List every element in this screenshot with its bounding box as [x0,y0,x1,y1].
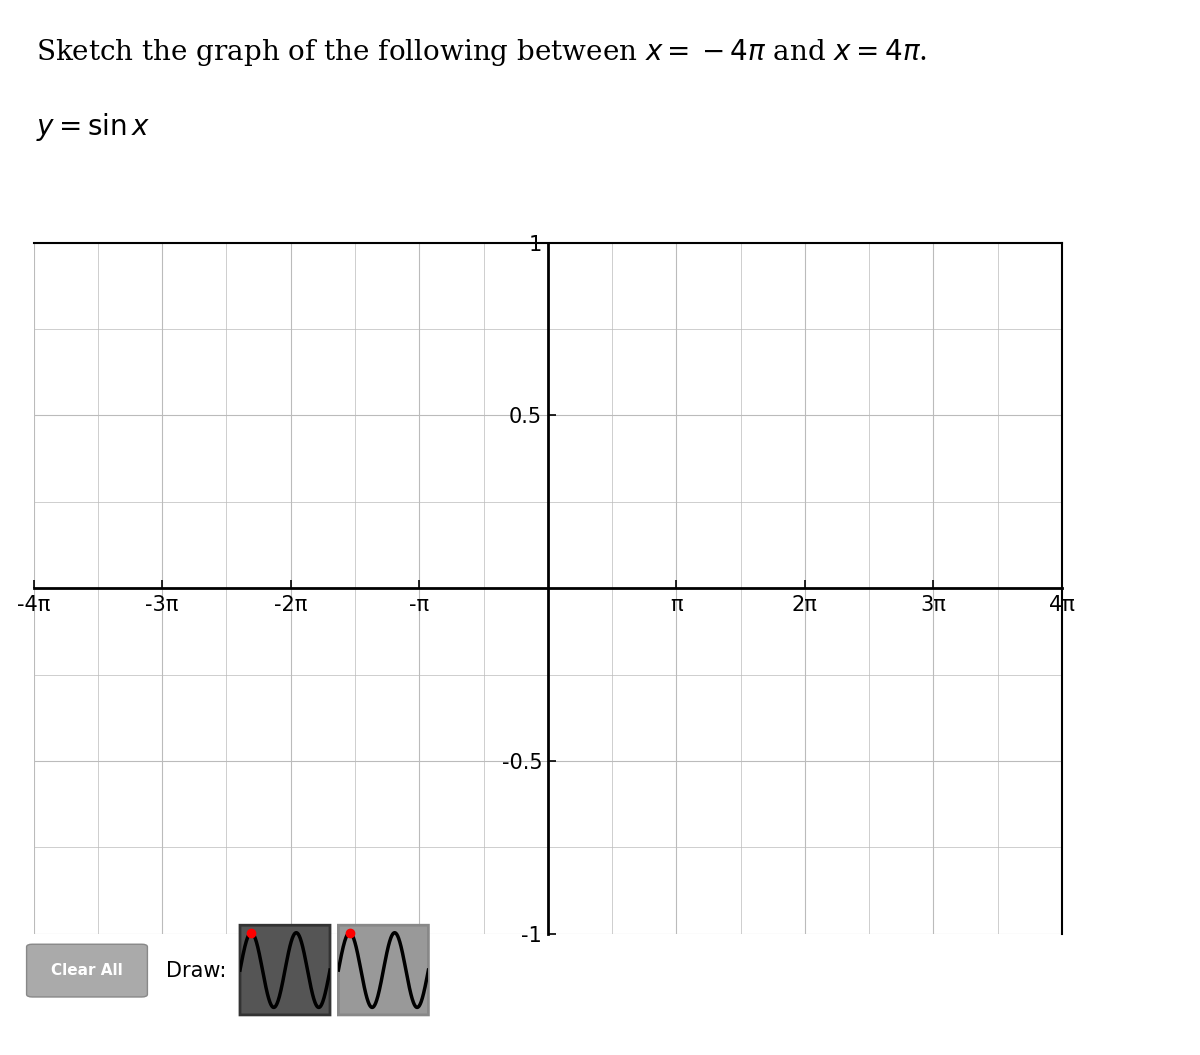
FancyBboxPatch shape [338,925,428,1015]
Text: Draw:: Draw: [166,961,226,980]
Text: Clear All: Clear All [52,963,122,978]
FancyBboxPatch shape [26,944,148,997]
Text: Sketch the graph of the following between $x =  - 4\pi$ and $x = 4\pi$.: Sketch the graph of the following betwee… [36,37,926,68]
Text: $y = \sin x$: $y = \sin x$ [36,111,150,142]
FancyBboxPatch shape [240,925,330,1015]
